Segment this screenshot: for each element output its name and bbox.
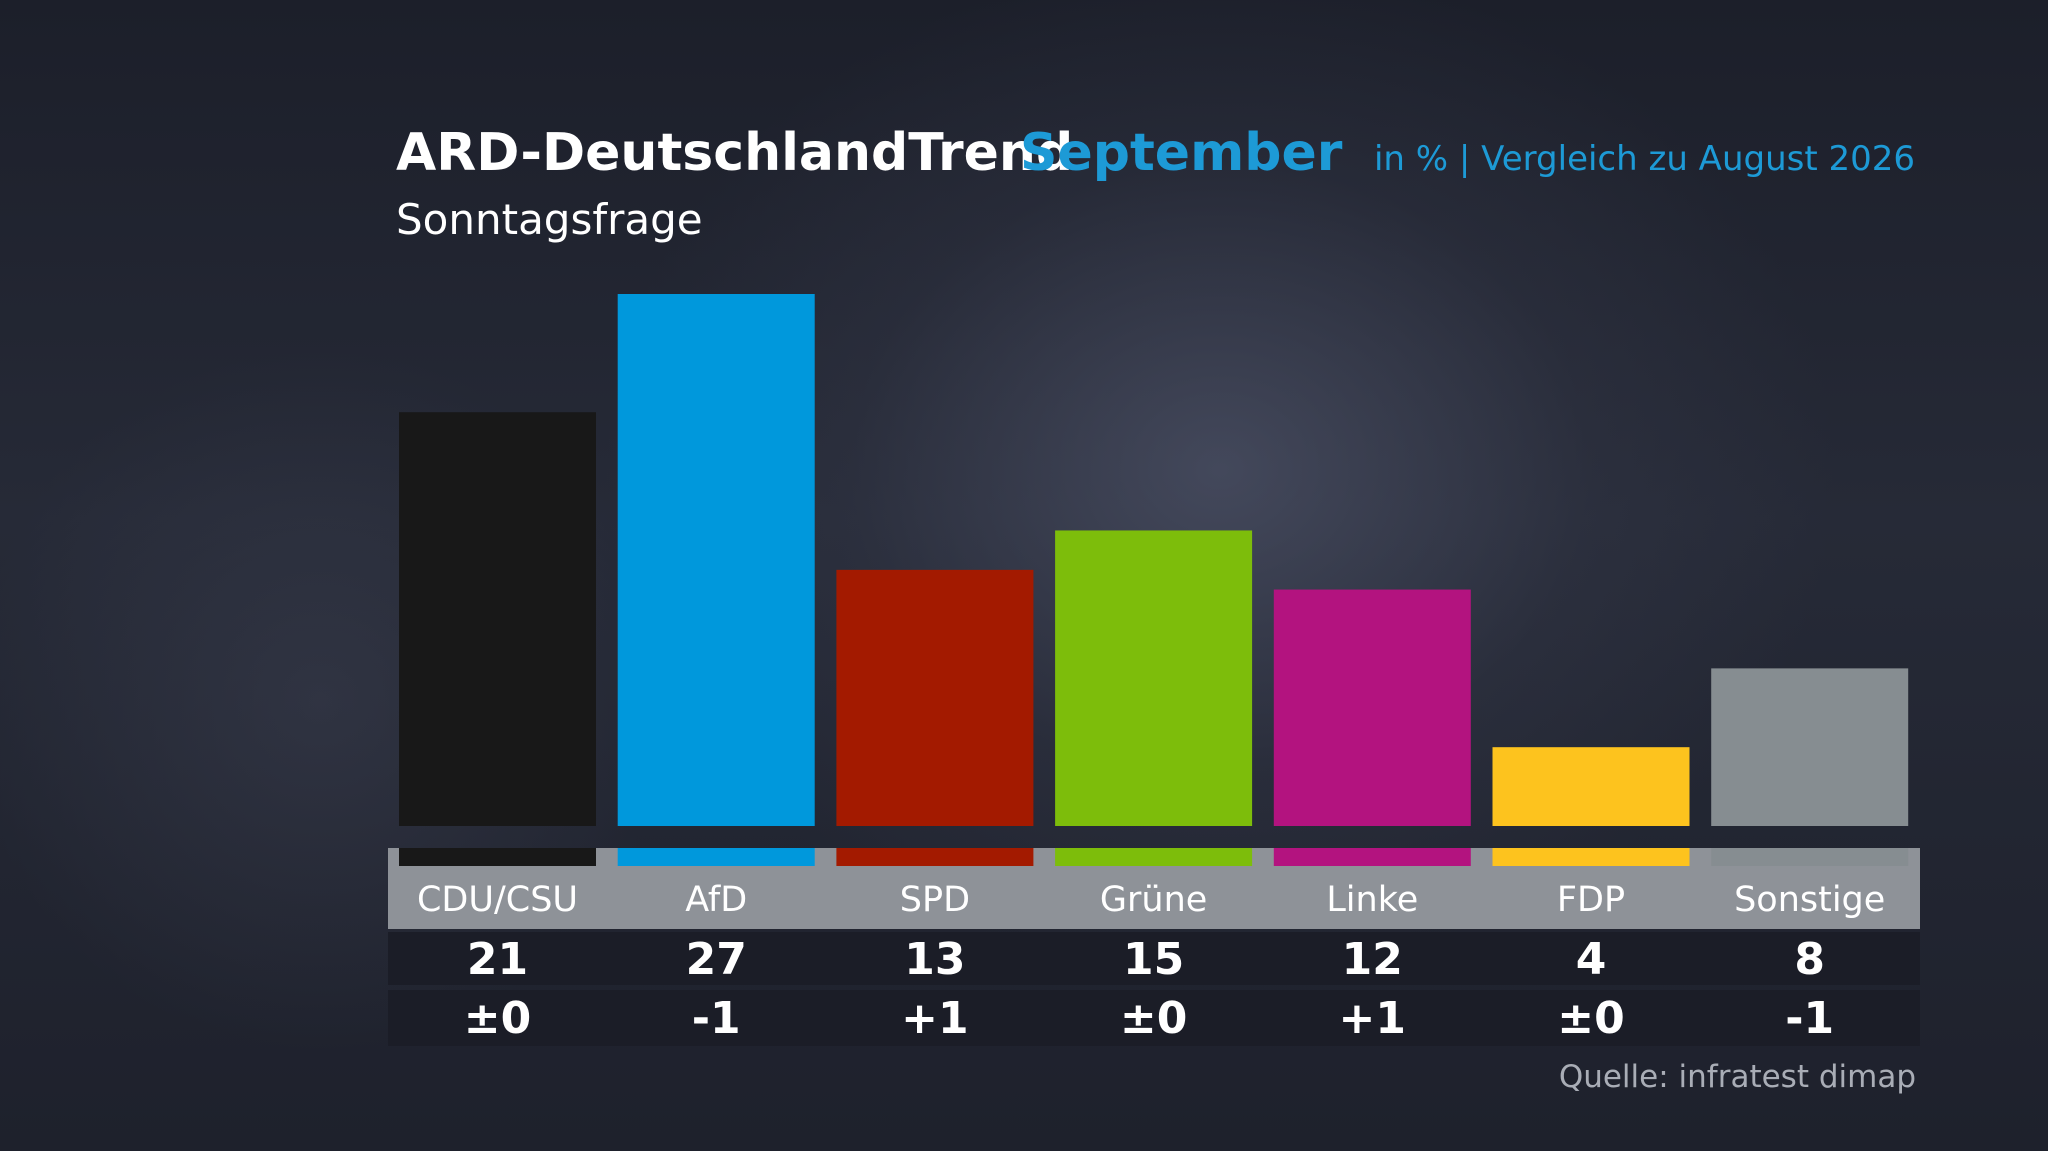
bar-6: [1492, 747, 1690, 826]
value-label-1: 21: [467, 934, 528, 985]
unit-comparison-note: in % | Vergleich zu August 2026: [1373, 139, 1915, 179]
bar-4: [1055, 530, 1253, 826]
value-label-3: 13: [904, 934, 965, 985]
value-labels-layer: 21 27 13 15 12 4 8: [467, 934, 1825, 985]
change-label-6: ±0: [1557, 993, 1624, 1044]
color-stripe-4: [1055, 848, 1253, 866]
value-label-4: 15: [1123, 934, 1184, 985]
value-label-2: 27: [686, 934, 747, 985]
category-label-6: FDP: [1557, 880, 1625, 920]
category-labels-layer: CDU/CSU AfD SPD Grüne Linke FDP Sonstige: [417, 880, 1885, 920]
change-label-7: -1: [1785, 993, 1834, 1044]
category-label-2: AfD: [685, 880, 747, 920]
change-label-3: +1: [901, 993, 968, 1044]
category-label-7: Sonstige: [1734, 880, 1885, 920]
chart-title-month: September: [1020, 123, 1343, 183]
bar-5: [1273, 589, 1471, 826]
color-stripe-7: [1711, 848, 1909, 866]
value-label-5: 12: [1342, 934, 1403, 985]
change-label-4: ±0: [1120, 993, 1187, 1044]
chart-subtitle: Sonntagsfrage: [396, 195, 703, 244]
bar-1: [399, 412, 596, 826]
value-row-background: [388, 932, 1920, 985]
change-label-2: -1: [692, 993, 741, 1044]
bar-3: [836, 569, 1034, 826]
change-row-background: [388, 990, 1920, 1046]
value-label-6: 4: [1576, 934, 1607, 985]
category-label-1: CDU/CSU: [417, 880, 578, 920]
color-stripe-6: [1492, 848, 1690, 866]
color-stripe-2: [617, 848, 815, 866]
color-stripe-5: [1273, 848, 1471, 866]
bar-2: [617, 294, 815, 826]
color-stripes-layer: [399, 848, 1909, 866]
category-label-4: Grüne: [1100, 880, 1207, 920]
category-label-3: SPD: [900, 880, 970, 920]
bar-7: [1711, 668, 1909, 826]
value-label-7: 8: [1794, 934, 1825, 985]
color-stripe-1: [399, 848, 596, 866]
chart-title: ARD-DeutschlandTrend: [396, 123, 1074, 183]
change-labels-layer: ±0 -1 +1 ±0 +1 ±0 -1: [464, 993, 1834, 1044]
change-label-5: +1: [1339, 993, 1406, 1044]
category-label-5: Linke: [1326, 880, 1418, 920]
change-label-1: ±0: [464, 993, 531, 1044]
color-stripe-3: [836, 848, 1034, 866]
source-note: Quelle: infratest dimap: [1558, 1059, 1916, 1095]
bars-layer: [399, 294, 1909, 826]
